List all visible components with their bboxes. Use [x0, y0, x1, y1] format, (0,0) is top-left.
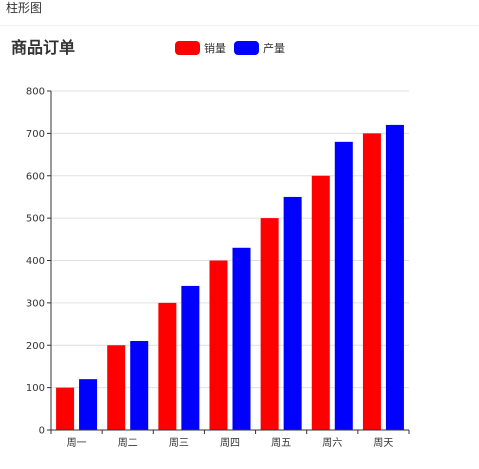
- y-tick-label: 200: [26, 341, 45, 352]
- bar-production: [334, 141, 353, 430]
- bar-production: [79, 379, 98, 430]
- x-tick-label: 周二: [118, 437, 138, 449]
- x-tick-label: 周三: [169, 437, 189, 449]
- y-tick-label: 800: [26, 87, 45, 98]
- x-tick-label: 周天: [373, 437, 393, 449]
- chart-legend: 销量 产量: [175, 40, 293, 56]
- y-tick-label: 100: [26, 383, 45, 394]
- bar-sales: [158, 302, 177, 430]
- legend-label-production: 产量: [263, 42, 285, 55]
- y-tick-label: 0: [39, 426, 45, 437]
- y-tick-label: 700: [26, 129, 45, 140]
- legend-item-sales[interactable]: 销量: [175, 40, 226, 56]
- legend-swatch-production: [234, 41, 259, 55]
- page-header: 柱形图: [0, 0, 479, 26]
- bar-sales: [362, 133, 381, 430]
- x-tick-label: 周五: [271, 437, 291, 449]
- chart-title: 商品订单: [11, 38, 76, 57]
- bar-sales: [107, 345, 126, 430]
- bar-sales: [311, 175, 330, 430]
- y-tick-label: 500: [26, 214, 45, 225]
- x-tick-label: 周一: [67, 437, 87, 449]
- y-tick-label: 400: [26, 256, 45, 267]
- x-tick-label: 周六: [322, 437, 342, 449]
- bar-sales: [209, 260, 228, 430]
- bar-production: [385, 124, 404, 431]
- bar-production: [283, 196, 302, 430]
- bar-production: [181, 285, 200, 430]
- legend-item-production[interactable]: 产量: [234, 40, 285, 56]
- bar-sales: [56, 387, 75, 430]
- bar-sales: [260, 218, 279, 430]
- y-tick-label: 600: [26, 171, 45, 182]
- legend-label-sales: 销量: [204, 42, 226, 55]
- page-heading: 柱形图: [6, 1, 43, 15]
- x-tick-label: 周四: [220, 437, 240, 449]
- legend-swatch-sales: [175, 41, 200, 55]
- bar-production: [130, 341, 149, 430]
- bar-production: [232, 247, 251, 430]
- y-tick-label: 300: [26, 298, 45, 309]
